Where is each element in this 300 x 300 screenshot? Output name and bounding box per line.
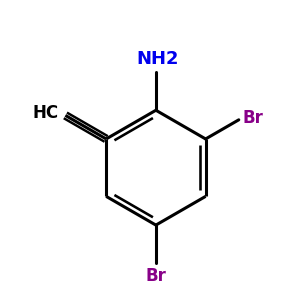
Text: HC: HC [33,104,59,122]
Text: Br: Br [243,109,263,127]
Text: NH2: NH2 [136,50,178,68]
Text: Br: Br [146,267,166,285]
